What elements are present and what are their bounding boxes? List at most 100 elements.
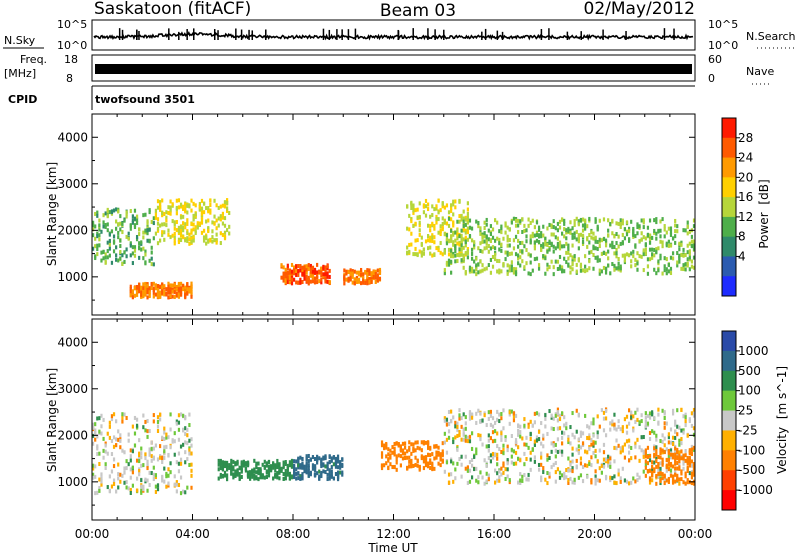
power-cell (604, 251, 608, 256)
power-cell (424, 239, 428, 244)
power-cell (182, 228, 185, 233)
velocity-quantity: Velocity (775, 427, 789, 474)
power-cell (131, 261, 134, 266)
velocity-cell (219, 461, 222, 466)
power-cell (460, 247, 463, 252)
power-cell (133, 248, 137, 253)
velocity-cell (567, 468, 570, 473)
velocity-cell (607, 460, 610, 465)
velocity-cell (642, 454, 645, 459)
power-cell (609, 271, 612, 276)
power-cell (483, 246, 486, 251)
velocity-cell (330, 474, 333, 479)
velocity-cell (186, 441, 189, 446)
power-cell (360, 267, 363, 272)
power-cell (159, 200, 162, 205)
power-cell (537, 227, 541, 232)
power-cell (129, 243, 132, 248)
colorbar-swatch (722, 177, 736, 198)
velocity-cell (594, 454, 597, 459)
power-cell (592, 231, 595, 236)
velocity-cell (246, 474, 250, 479)
velocity-cell (690, 471, 694, 476)
power-cell (531, 234, 534, 239)
power-cell (140, 247, 143, 252)
power-cell (489, 231, 493, 236)
power-cell (669, 243, 673, 248)
velocity-cell (328, 468, 331, 473)
power-cell (184, 225, 187, 230)
velocity-cell (613, 459, 616, 464)
power-cell (464, 239, 467, 244)
velocity-cell (669, 461, 673, 466)
velocity-cell (648, 477, 652, 482)
power-cell (475, 267, 478, 272)
power-cell (441, 225, 444, 230)
power-cell (138, 241, 141, 246)
velocity-cell (569, 468, 572, 473)
power-cell (326, 266, 329, 271)
velocity-cell (523, 423, 526, 428)
velocity-cell (667, 457, 670, 462)
power-cell (676, 263, 679, 268)
velocity-cell (663, 421, 666, 426)
power-cell (512, 246, 516, 251)
velocity-cell (646, 445, 650, 450)
power-cell (295, 280, 298, 285)
power-cell (529, 253, 532, 258)
power-cell (596, 246, 599, 251)
power-cell (190, 284, 193, 289)
velocity-cell (403, 456, 407, 461)
power-cell (171, 219, 174, 224)
power-cell (590, 235, 593, 240)
power-cell (209, 198, 212, 203)
power-cell (621, 232, 624, 237)
power-cell (491, 254, 495, 259)
velocity-cell (414, 440, 417, 445)
power-cell (324, 269, 327, 274)
velocity-cell (594, 481, 597, 486)
velocity-cell (318, 469, 321, 474)
velocity-cell (502, 470, 505, 475)
power-cell (571, 267, 574, 272)
power-cell (512, 238, 516, 243)
power-cell (307, 281, 310, 286)
power-cell (322, 272, 325, 277)
velocity-cell (648, 458, 652, 463)
velocity-cell (94, 474, 97, 479)
velocity-cell (456, 427, 459, 432)
power-cell (688, 249, 691, 254)
velocity-cell (527, 477, 530, 482)
velocity-cell (140, 451, 143, 456)
power-cell (150, 256, 153, 261)
power-cell (533, 257, 536, 262)
power-cell (156, 205, 160, 210)
power-cell (462, 219, 465, 224)
power-cell (669, 255, 673, 260)
velocity-cell (301, 457, 304, 462)
velocity-cell (667, 461, 670, 466)
velocity-cell (565, 426, 568, 431)
power-cell (688, 251, 691, 256)
power-cell (161, 198, 164, 203)
velocity-cell (278, 462, 281, 467)
power-cell (473, 259, 476, 264)
velocity-cell (385, 445, 388, 450)
velocity-cell (138, 468, 141, 473)
power-cell (177, 198, 181, 203)
velocity-cell (644, 465, 647, 470)
velocity-cell (422, 455, 426, 460)
power-cell (138, 289, 141, 294)
velocity-cell (175, 480, 178, 485)
velocity-cell (100, 413, 103, 418)
power-cell (540, 247, 543, 252)
power-cell (202, 210, 206, 215)
velocity-cell (514, 440, 518, 445)
velocity-cell (487, 456, 490, 461)
power-cell (190, 222, 193, 227)
power-cell (494, 246, 497, 251)
power-cell (517, 256, 520, 261)
velocity-cell (112, 435, 116, 440)
power-cell (443, 249, 446, 254)
